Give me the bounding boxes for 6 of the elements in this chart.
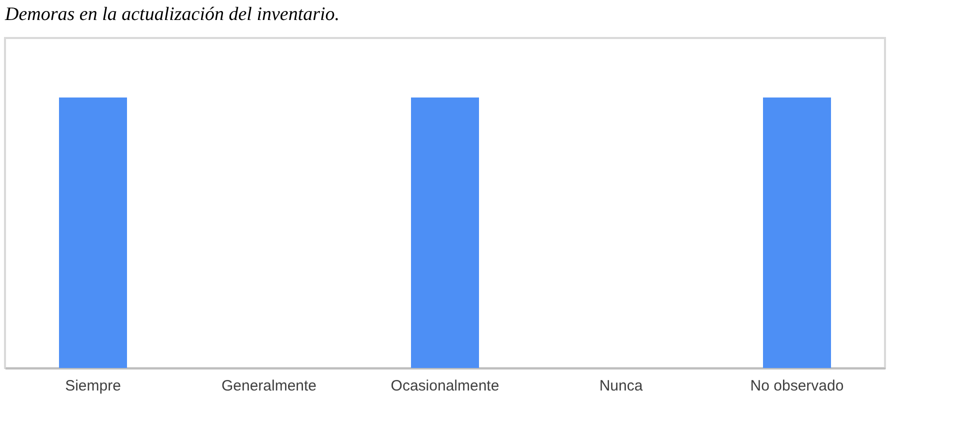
x-tick-label: Nunca — [599, 378, 644, 394]
x-tick-label: Siempre — [65, 378, 121, 394]
x-tick-label: Generalmente — [221, 378, 317, 394]
x-tick-label: No observado — [750, 378, 844, 394]
chart-title: Demoras en la actualización del inventario. — [4, 4, 340, 25]
x-tick-label: Ocasionalmente — [390, 378, 500, 394]
